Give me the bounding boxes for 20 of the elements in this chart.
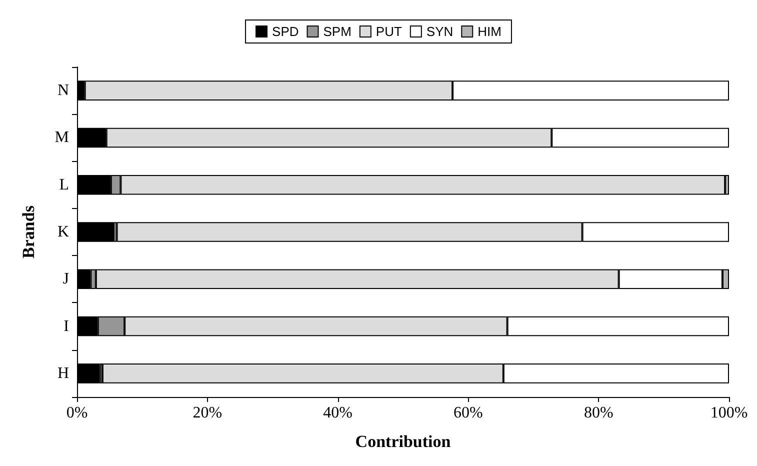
y-axis-title: Brands <box>19 205 38 258</box>
y-tick-label: N <box>57 82 70 100</box>
x-tick-label: 100% <box>710 404 748 422</box>
x-tick-label: 40% <box>323 404 352 422</box>
y-tick-label: M <box>54 129 69 146</box>
x-tick-label: 20% <box>192 404 222 422</box>
y-tick-label: L <box>59 176 69 194</box>
legend-label: SYN <box>426 24 454 39</box>
y-tick-label: K <box>57 224 70 240</box>
x-tick-label: 60% <box>454 404 483 422</box>
y-tick-label: I <box>64 318 69 335</box>
legend-label: SPD <box>272 24 299 39</box>
legend-label: HIM <box>478 24 502 39</box>
y-tick-label: J <box>62 270 69 288</box>
x-axis-title: Contribution <box>355 432 452 451</box>
x-tick-label: 80% <box>584 404 614 422</box>
x-tick-label: 0% <box>66 404 88 422</box>
y-tick-label: H <box>57 364 70 382</box>
legend-label: SPM <box>323 24 352 39</box>
legend-label: PUT <box>376 24 402 39</box>
